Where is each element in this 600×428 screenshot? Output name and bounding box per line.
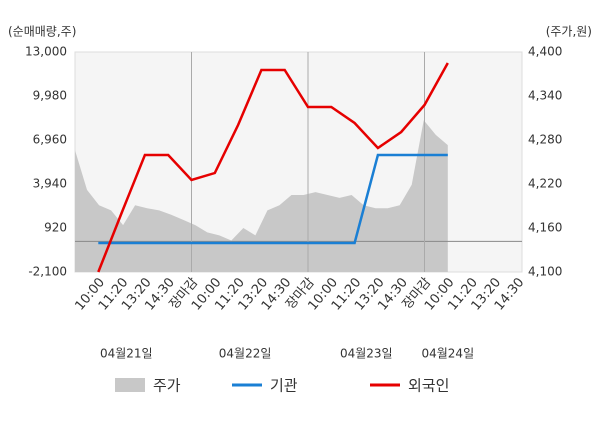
y2-tick-label: 4,340: [528, 89, 562, 103]
y-axis-label: (순매매량,주): [8, 25, 76, 39]
y2-axis-label: (주가,원): [546, 25, 592, 39]
date-label: 04월21일: [100, 347, 153, 361]
y-tick-label: -2,100: [28, 265, 67, 279]
legend-swatch: [115, 378, 145, 392]
series-line: [98, 153, 448, 245]
series-line: [97, 62, 449, 273]
date-label: 04월23일: [340, 347, 393, 361]
y-tick-label: 13,000: [25, 45, 67, 59]
legend-label: 외국인: [408, 377, 449, 395]
y2-tick-label: 4,400: [528, 45, 562, 59]
y-tick-label: 6,960: [33, 133, 67, 147]
y2-tick-label: 4,280: [528, 133, 562, 147]
date-label: 04월22일: [219, 347, 272, 361]
y-tick-label: 9,980: [33, 89, 67, 103]
price-area: [75, 120, 448, 272]
date-label: 04월24일: [421, 347, 474, 361]
y2-tick-label: 4,100: [528, 265, 562, 279]
legend-label: 기관: [270, 377, 298, 395]
legend-label: 주가: [153, 377, 181, 395]
y2-tick-label: 4,160: [528, 221, 562, 235]
y2-tick-label: 4,220: [528, 177, 562, 191]
y-tick-label: 920: [44, 221, 67, 235]
y-tick-label: 3,940: [33, 177, 67, 191]
